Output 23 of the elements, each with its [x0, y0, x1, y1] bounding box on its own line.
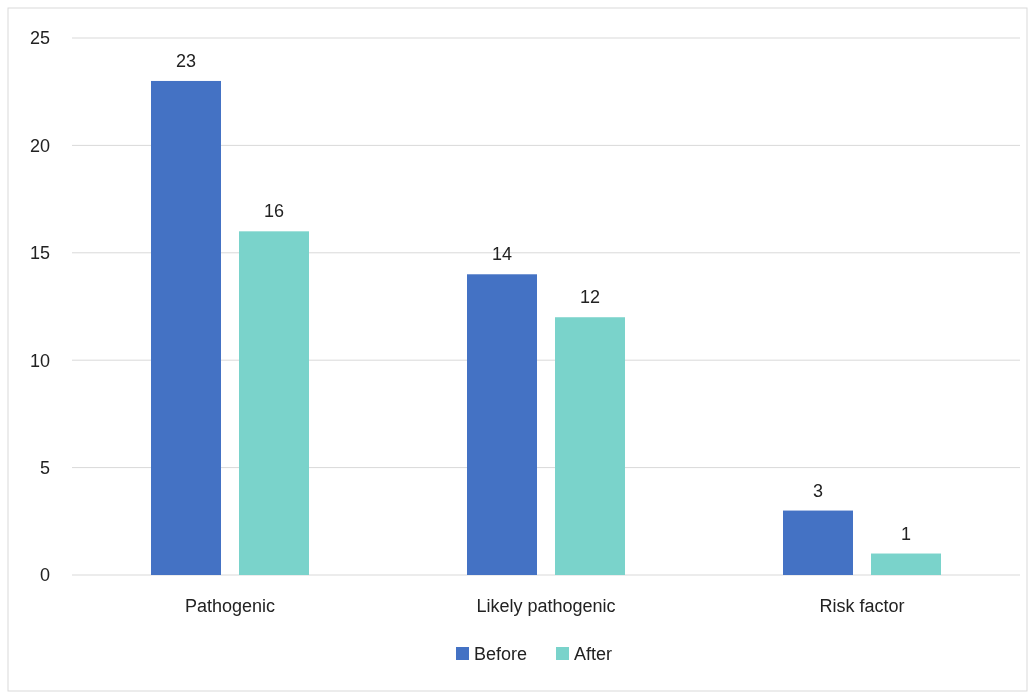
data-label: 16 [263, 201, 285, 222]
data-label: 23 [175, 50, 197, 71]
bar [151, 80, 221, 575]
legend-label: Before [474, 644, 528, 664]
bar [555, 317, 625, 575]
y-tick-label: 25 [29, 28, 50, 49]
bar [239, 231, 309, 575]
y-tick-label: 10 [29, 350, 50, 371]
data-label: 3 [812, 480, 824, 501]
x-tick-label: Likely pathogenic [476, 596, 616, 616]
data-label: 14 [491, 244, 513, 265]
x-tick-label: Pathogenic [184, 596, 276, 616]
y-tick-label: 15 [29, 243, 50, 264]
data-label: 12 [579, 287, 601, 308]
x-tick-label: Risk factor [819, 596, 905, 616]
bar [783, 510, 853, 575]
bar [467, 274, 537, 575]
bar [871, 553, 941, 575]
y-tick-label: 5 [39, 457, 50, 478]
legend-label: After [574, 644, 613, 664]
y-tick-label: 0 [39, 565, 50, 586]
y-tick-label: 20 [29, 135, 50, 156]
data-label: 1 [900, 523, 912, 544]
